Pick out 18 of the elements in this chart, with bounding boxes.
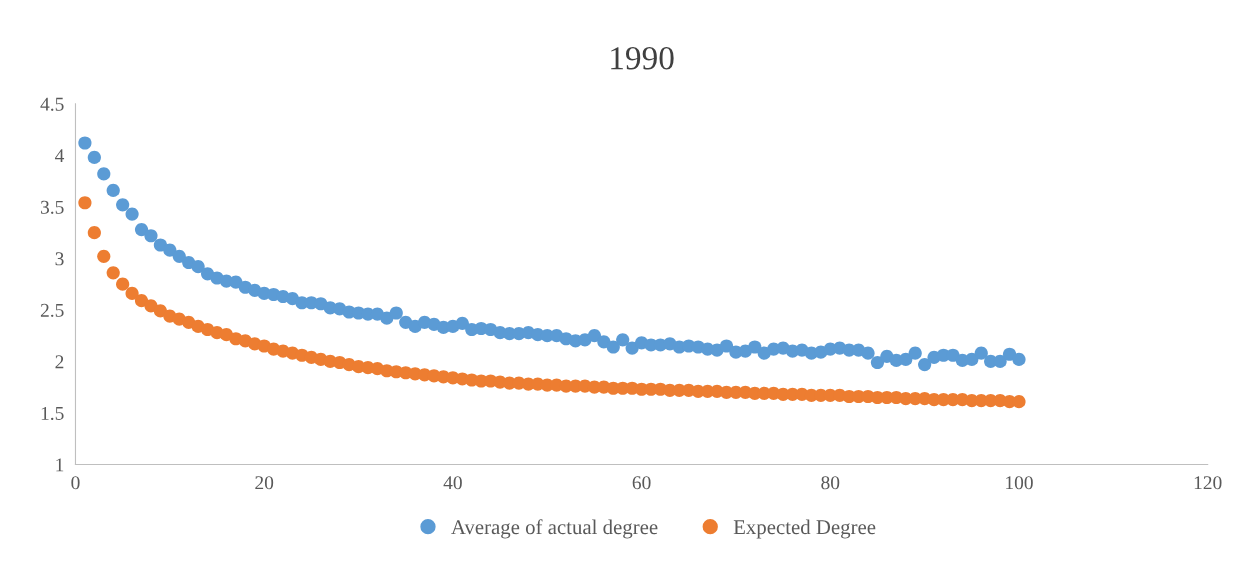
y-tick-label: 3 (55, 252, 64, 266)
x-tick-label: 20 (255, 476, 274, 490)
chart-title: 1990 (611, 46, 674, 70)
y-tick-label: 4 (55, 149, 65, 163)
x-tick-label: 0 (71, 476, 80, 490)
y-tick-label: 3.5 (40, 200, 64, 214)
y-tick-label: 4.5 (40, 97, 64, 111)
y-tick-label: 1 (56, 458, 64, 472)
y-tick-label: 1.5 (41, 406, 64, 420)
legend-label: Expected Degree (733, 519, 876, 539)
y-tick-label: 2.5 (40, 303, 64, 317)
x-tick-label: 40 (443, 476, 462, 490)
x-tick-label: 100 (1006, 476, 1033, 490)
x-tick-label: 120 (1194, 476, 1222, 490)
x-tick-label: 80 (821, 476, 840, 490)
x-tick-label: 60 (632, 476, 651, 490)
y-tick-label: 2 (55, 355, 64, 369)
legend-label: Average of actual degree (451, 519, 658, 539)
